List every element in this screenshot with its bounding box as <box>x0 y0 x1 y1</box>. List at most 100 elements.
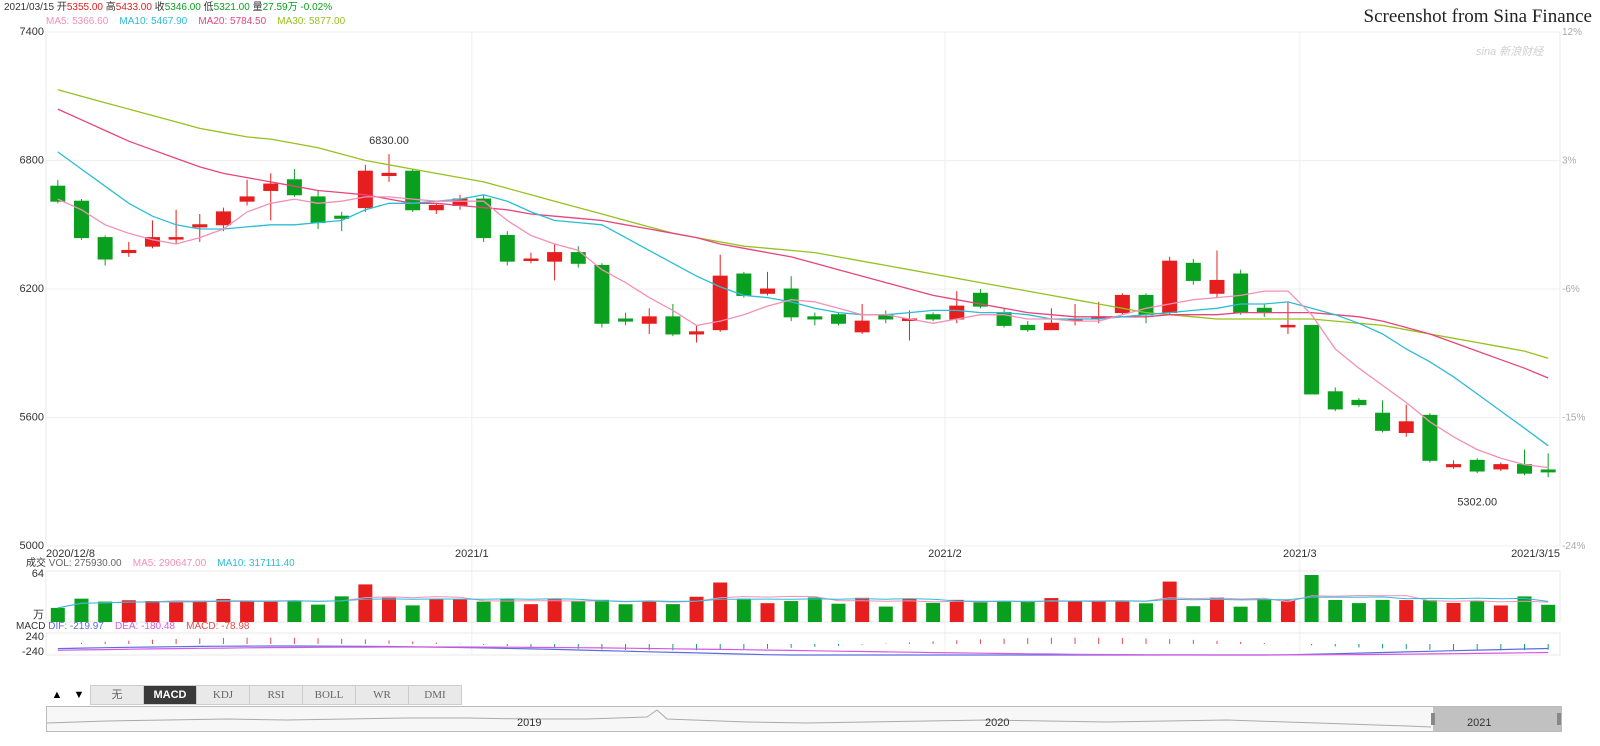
open-value: 5355.00 <box>66 2 103 13</box>
date-tick-label: 2020/12/8 <box>46 548 95 560</box>
sina-watermark: sina 新浪财经 <box>1476 45 1544 58</box>
volume-bar <box>287 601 302 622</box>
candle-body <box>1280 324 1296 328</box>
candle-body <box>381 172 397 176</box>
candle-body <box>1327 391 1343 410</box>
volume-bar <box>926 602 941 622</box>
volume-bar <box>1517 596 1532 622</box>
ma5-legend: MA5: 5366.60 <box>46 16 109 27</box>
volume-panel-label: 成交 <box>26 558 46 569</box>
volume-bar <box>855 597 870 622</box>
pct-tick-label: -24% <box>1562 541 1585 552</box>
candle-body <box>760 288 776 294</box>
ma10-line <box>57 151 1549 447</box>
ma10-legend: MA10: 5467.90 <box>119 16 188 27</box>
range-navigator[interactable]: 2019 2020 2021 <box>46 706 1562 732</box>
candle-body <box>1469 459 1485 472</box>
candle-body <box>1493 464 1509 470</box>
candle-body <box>192 224 208 228</box>
macd-value-legend: MACD: -78.98 <box>186 621 250 632</box>
volume-bar <box>689 596 704 622</box>
dea-legend: DEA: -180.48 <box>114 621 175 632</box>
navigator-label-2020: 2020 <box>985 717 1009 729</box>
volume-bar <box>500 599 515 622</box>
ma30-line <box>57 89 1549 359</box>
candle-body <box>97 237 113 260</box>
volume-bar <box>665 604 680 622</box>
candle-body <box>712 275 728 331</box>
volume-bar <box>429 599 444 622</box>
volume-bar <box>618 604 633 622</box>
volume-bar <box>334 596 349 622</box>
volume-bar <box>736 598 751 622</box>
price-tick-label: 5000 <box>20 540 44 552</box>
volume-bar <box>1044 598 1059 622</box>
navigator-handle-left[interactable] <box>1431 713 1435 725</box>
tab-dmi[interactable]: DMI <box>409 685 462 705</box>
volume-bar <box>523 604 538 622</box>
price-annotation: 6830.00 <box>369 135 409 147</box>
tab-rsi[interactable]: RSI <box>250 685 303 705</box>
ma5-line <box>57 196 1549 469</box>
candle-body <box>1422 414 1438 461</box>
candle-body <box>476 198 492 239</box>
navigator-handle-right[interactable] <box>1557 713 1561 725</box>
navigator-label-2019: 2019 <box>517 717 541 729</box>
candle-body <box>665 316 681 335</box>
quote-date: 2021/03/15 <box>4 2 55 13</box>
candle-body <box>618 318 634 322</box>
volume-bar <box>571 601 586 622</box>
arrow-up-icon[interactable]: ▲ <box>51 689 63 701</box>
tab-wr[interactable]: WR <box>356 685 409 705</box>
volume-ma10-line <box>57 596 1549 609</box>
candle-body <box>168 237 184 240</box>
navigator-selected-range[interactable] <box>1433 707 1561 731</box>
volume-bar <box>642 600 657 622</box>
volume-bar <box>1162 581 1177 622</box>
volume-bar <box>547 599 562 622</box>
candle-body <box>1043 322 1059 331</box>
candle-body <box>736 273 752 296</box>
macd-plot-area <box>45 632 1561 656</box>
pct-tick-label: 12% <box>1562 27 1582 38</box>
candle-body <box>357 170 373 209</box>
volume-bar <box>216 599 231 622</box>
macd-tick-label: 240 <box>26 631 44 643</box>
indicator-tabs: ▲ ▼ 无 MACD KDJ RSI BOLL WR DMI <box>46 685 462 705</box>
price-tick-label: 6800 <box>20 155 44 167</box>
candle-body <box>1375 412 1391 431</box>
arrow-down-icon[interactable]: ▼ <box>73 689 85 701</box>
candle-body <box>144 237 160 247</box>
tab-macd[interactable]: MACD <box>144 685 197 705</box>
macd-tick-label: -240 <box>22 646 44 658</box>
dif-legend: DIF: -219.97 <box>48 621 104 632</box>
tab-boll[interactable]: BOLL <box>303 685 356 705</box>
volume-bar <box>405 605 420 622</box>
volume-bar <box>1304 575 1319 622</box>
volume-bar <box>878 606 893 622</box>
volume-bar <box>997 601 1012 622</box>
volume-bar <box>760 603 775 622</box>
candle-body <box>499 234 515 262</box>
ma-legend: MA5: 5366.60 MA10: 5467.90 MA20: 5784.50… <box>46 16 345 28</box>
low-value: 5321.00 <box>213 2 250 13</box>
tab-none[interactable]: 无 <box>90 685 144 705</box>
candle-body <box>1209 279 1225 294</box>
candle-body <box>1185 262 1201 281</box>
high-value: 5433.00 <box>115 2 152 13</box>
tab-kdj[interactable]: KDJ <box>197 685 250 705</box>
price-annotation: 5302.00 <box>1457 496 1497 508</box>
volume-bar <box>831 603 846 622</box>
volume-bar <box>1493 605 1508 622</box>
volume-bar <box>1020 601 1035 622</box>
volume-bar <box>784 601 799 622</box>
volume-bar <box>1470 600 1485 622</box>
pct-tick-label: -15% <box>1562 413 1585 424</box>
volume-bar <box>311 604 326 622</box>
volume-bar <box>973 602 988 622</box>
candle-body <box>641 316 657 324</box>
candle-body <box>1020 324 1036 331</box>
volume-bar <box>1139 603 1154 622</box>
macd-legend: MACD DIF: -219.97 DEA: -180.48 MACD: -78… <box>16 621 249 633</box>
